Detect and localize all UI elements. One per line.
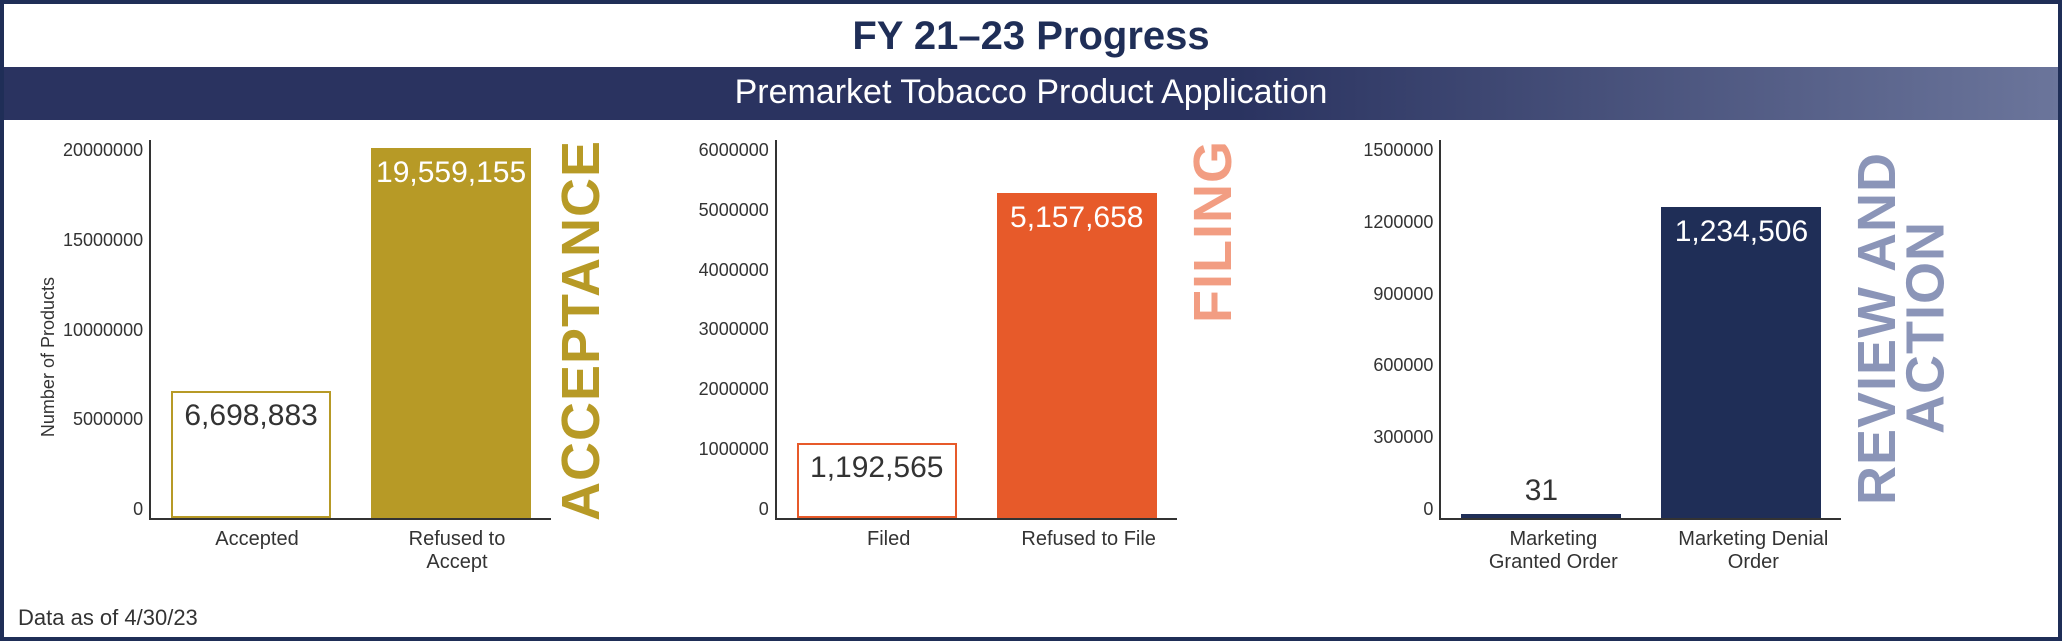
y-tick: 1200000 [1363, 212, 1433, 233]
bar-rect: 5,157,658 [997, 193, 1157, 518]
y-tick: 20000000 [63, 140, 143, 161]
bar-value-label: 19,559,155 [373, 156, 529, 190]
y-tick: 0 [759, 499, 769, 520]
y-tick: 1000000 [699, 439, 769, 460]
panel-review: 1500000 1200000 900000 600000 300000 0 31 1,234… [1363, 140, 2028, 574]
chart-body-filing: 6000000 5000000 4000000 3000000 2000000 10000… [699, 140, 1189, 551]
x-label: Marketing Denial Order [1673, 528, 1833, 574]
panel-filing: 6000000 5000000 4000000 3000000 2000000 10000… [699, 140, 1364, 551]
bar-rect: 31 [1461, 514, 1621, 518]
bar-review-0: 31 [1461, 514, 1621, 518]
y-tick: 300000 [1373, 427, 1433, 448]
y-tick: 0 [133, 499, 143, 520]
main-title: FY 21–23 Progress [4, 4, 2058, 67]
category-label-review: REVIEW ANDACTION [1853, 140, 1950, 520]
y-tick: 2000000 [699, 379, 769, 400]
bar-value-label: 1,192,565 [799, 451, 955, 485]
bar-value-label: 5,157,658 [999, 201, 1155, 235]
plot-area-acceptance: 6,698,883 19,559,155 [149, 140, 551, 520]
bar-filing-0: 1,192,565 [797, 443, 957, 518]
x-axis-labels-acceptance: Accepted Refused to Accept [157, 528, 557, 574]
y-axis-label: Number of Products [34, 277, 63, 437]
bar-rect: 6,698,883 [171, 391, 331, 518]
bar-value-label: 31 [1463, 474, 1619, 508]
bar-rect: 19,559,155 [371, 148, 531, 518]
y-tick: 5000000 [73, 409, 143, 430]
bar-acceptance-1: 19,559,155 [371, 148, 531, 518]
bar-value-label: 6,698,883 [173, 399, 329, 433]
chart-frame: FY 21–23 Progress Premarket Tobacco Prod… [0, 0, 2062, 641]
plot-area-filing: 1,192,565 5,157,658 [775, 140, 1177, 520]
bar-review-1: 1,234,506 [1661, 207, 1821, 518]
y-axis-ticks-filing: 6000000 5000000 4000000 3000000 2000000 10000… [699, 140, 775, 520]
y-tick: 1500000 [1363, 140, 1433, 161]
x-label: Filed [809, 528, 969, 551]
y-tick: 10000000 [63, 320, 143, 341]
y-tick: 15000000 [63, 230, 143, 251]
charts-row: Number of Products2000000015000000100000… [4, 120, 2058, 574]
data-as-of-footer: Data as of 4/30/23 [18, 605, 198, 631]
chart-body-review: 1500000 1200000 900000 600000 300000 0 31 1,234… [1363, 140, 1853, 574]
x-axis-labels-review: Marketing Granted Order Marketing Denial … [1453, 528, 1853, 574]
bar-rect: 1,192,565 [797, 443, 957, 518]
category-label-filing: FILING [1189, 140, 1238, 520]
y-tick: 6000000 [699, 140, 769, 161]
bar-acceptance-0: 6,698,883 [171, 391, 331, 518]
x-label: Accepted [177, 528, 337, 574]
y-tick: 4000000 [699, 260, 769, 281]
subtitle-bar: Premarket Tobacco Product Application [4, 67, 2058, 120]
x-axis-labels-filing: Filed Refused to File [789, 528, 1189, 551]
bar-rect: 1,234,506 [1661, 207, 1821, 518]
bar-value-label: 1,234,506 [1663, 215, 1819, 249]
plot-area-review: 31 1,234,506 [1439, 140, 1841, 520]
y-tick: 900000 [1373, 284, 1433, 305]
x-label: Refused to Accept [377, 528, 537, 574]
x-label: Refused to File [1009, 528, 1169, 551]
y-axis-ticks-acceptance: 20000000 15000000 10000000 5000000 0 [63, 140, 149, 520]
y-tick: 0 [1423, 499, 1433, 520]
panel-acceptance: Number of Products 20000000 15000000 100000… [34, 140, 699, 574]
x-label: Marketing Granted Order [1473, 528, 1633, 574]
y-axis-ticks-review: 1500000 1200000 900000 600000 300000 0 [1363, 140, 1439, 520]
bar-filing-1: 5,157,658 [997, 193, 1157, 518]
chart-body-acceptance: 20000000 15000000 10000000 5000000 0 6,698,88… [63, 140, 557, 574]
y-tick: 5000000 [699, 200, 769, 221]
category-label-acceptance: ACCEPTANCE [557, 140, 606, 520]
y-tick: 600000 [1373, 355, 1433, 376]
y-tick: 3000000 [699, 319, 769, 340]
